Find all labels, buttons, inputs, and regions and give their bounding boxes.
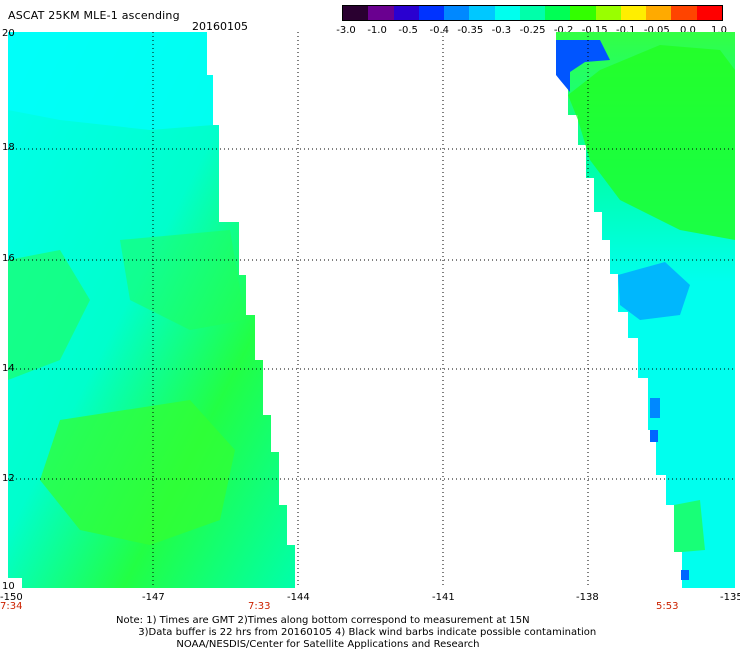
lon-label-144: -144 [287,592,310,603]
color-scale-tick-label: -0.05 [643,25,670,36]
color-scale-segment [393,6,419,20]
right-green-bottom [674,500,705,552]
right-blue-square-2 [650,430,658,442]
color-scale-segment [469,6,495,20]
color-scale-tick-label: -0.15 [581,25,608,36]
left-green-patch-3 [120,230,245,330]
footnote-line-3: NOAA/NESDIS/Center for Satellite Applica… [176,639,480,650]
color-scale-tick-label: 1.0 [711,25,727,36]
color-scale-segment [595,6,621,20]
color-scale-segment [646,6,672,20]
color-scale-tick-label: -0.2 [553,25,574,36]
footnote: Note: 1) Times are GMT 2)Times along bot… [116,615,596,651]
lon-label-138: -138 [576,592,599,603]
color-scale-tick-label: -0.5 [398,25,418,36]
color-scale-tick-label: -0.4 [429,25,450,36]
lat-label-20: 20 [2,28,15,39]
lon-label-135: -135 [720,592,740,603]
footnote-line-1: Note: 1) Times are GMT 2)Times along bot… [116,615,530,626]
lon-label-147: -147 [142,592,165,603]
color-scale-segment [545,6,571,20]
color-scale-segment [570,6,596,20]
right-blue-square-1 [650,398,660,418]
right-blue-patch-mid [618,262,690,320]
color-scale-labels: -3.0 -1.0 -0.5 -0.4 -0.35 -0.3 -0.25 -0.2 -0.15-… [336,25,727,37]
color-scale-tick-label: -0.35 [457,25,484,36]
grid-lines [8,32,735,588]
lon-label-150: -150 [0,592,23,603]
left-green-patch-2 [8,250,90,380]
color-scale-segment [343,6,369,20]
map-title: ASCAT 25KM MLE-1 ascending [8,9,180,22]
time-label-right: 5:53 [656,601,678,612]
color-scale-bar [342,5,723,21]
color-scale-tick-label: -1.0 [367,25,387,36]
color-scale-tick-label: 0.0 [679,25,696,36]
lat-label-18: 18 [2,142,15,153]
time-label-middle: 7:33 [248,601,270,612]
footnote-line-2: 3)Data buffer is 22 hrs from 20160105 4)… [138,627,597,638]
lat-label-14: 14 [2,363,15,374]
lon-label-141: -141 [432,592,455,603]
left-green-patch [40,400,235,545]
right-green-top [568,45,735,240]
color-scale-segment [494,6,520,20]
color-scale-tick-label: -3.0 [336,25,356,36]
color-scale-segment [696,6,722,20]
right-blue-patch-top [556,40,610,92]
color-scale-segment [519,6,546,20]
color-scale-segment [368,6,394,20]
color-scale-segment [620,6,647,20]
lat-label-12: 12 [2,473,15,484]
right-blue-square-3 [681,570,689,580]
time-label-left: 7:34 [0,601,22,612]
lat-label-10: 10 [2,581,15,592]
color-scale-tick-label: -0.25 [519,25,546,36]
map-date: 20160105 [192,20,248,33]
color-scale-segment [418,6,445,20]
left-cyan-top [8,32,213,130]
color-scale-segment [671,6,697,20]
color-scale-segment [444,6,470,20]
color-scale-tick-label: -0.1 [615,25,636,36]
lat-label-16: 16 [2,253,15,264]
color-scale-tick-label: -0.3 [491,25,512,36]
